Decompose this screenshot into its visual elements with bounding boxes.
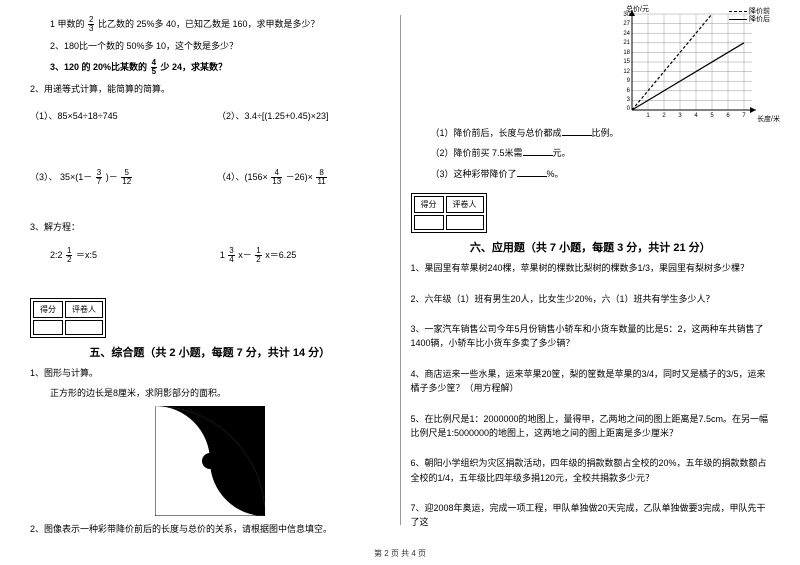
- fill-3: （3）这种彩带降价了%。: [431, 167, 771, 181]
- section-6-header: 得分 评卷人: [411, 193, 771, 233]
- shaded-figure: [155, 406, 265, 516]
- q3-fraction: 4 5: [151, 59, 157, 76]
- svg-text:1: 1: [646, 113, 650, 119]
- calc-row-1: （1）、85×54÷18÷745 （2）、3.4÷[(1.25+0.45)×23…: [30, 103, 390, 129]
- solid-line-icon: [729, 19, 747, 20]
- svg-text:24: 24: [623, 31, 630, 37]
- section-5-title: 五、综合题（共 2 小题，每题 7 分，共计 14 分）: [30, 344, 390, 360]
- q1-post: 比乙数的 25%多 40，已知乙数是 160，求甲数是多少？: [98, 19, 320, 29]
- app-q3: 3、一家汽车销售公司今年5月份销售小轿车和小货车数量的比是5：2，这两种车共销售…: [411, 322, 771, 351]
- calc-3: （3）、 35×(1－ 37 )－ 512: [30, 169, 203, 186]
- question-3: 3、120 的 20%比某数的 4 5 少 24，求某数？: [50, 59, 390, 76]
- svg-text:3: 3: [627, 97, 631, 103]
- svg-text:2: 2: [662, 113, 666, 119]
- problem-1-head: 1、图形与计算。: [30, 366, 390, 380]
- fill-1: （1）降价前后，长度与总价都成比例。: [431, 126, 771, 140]
- svg-text:12: 12: [623, 69, 630, 75]
- blank-input[interactable]: [517, 167, 547, 177]
- app-q2: 2、六年级（1）班有男生20人，比女生少20%，六（1）班共有学生多少人？: [411, 292, 771, 306]
- problem-1-body: 正方形的边长是8厘米，求阴影部分的面积。: [50, 386, 390, 400]
- solve-heading: 3、解方程：: [30, 220, 390, 234]
- y-axis-label: 总价/元: [626, 4, 649, 14]
- app-q4: 4、商店运来一些水果，运来苹果20筐，梨的筐数是苹果的3/4，同时又是橘子的3/…: [411, 367, 771, 396]
- svg-text:4: 4: [694, 113, 698, 119]
- grader-label: 评卷人: [446, 196, 484, 213]
- app-q1: 1、果园里有苹果树240棵，苹果树的棵数比梨树的棵数多1/3，果园里有梨树多少棵…: [411, 261, 771, 275]
- calc-heading: 2、用递等式计算，能简算的简算。: [30, 82, 390, 96]
- calc-2: （2）、3.4÷[(1.25+0.45)×23]: [217, 109, 390, 123]
- page-footer: 第 2 页 共 4 页: [0, 548, 800, 559]
- dashed-line-icon: [729, 11, 747, 12]
- svg-text:18: 18: [623, 50, 630, 56]
- svg-text:7: 7: [742, 113, 746, 119]
- problem-2: 2、图像表示一种彩带降价前后的长度与总价的关系，请根据图中信息填空。: [30, 522, 390, 536]
- section-6-title: 六、应用题（共 7 小题，每题 3 分，共计 21 分）: [411, 239, 771, 255]
- solve-2: 1 34 x－ 12 x＝6.25: [220, 247, 390, 264]
- svg-text:15: 15: [623, 59, 630, 65]
- svg-text:21: 21: [623, 40, 630, 46]
- svg-text:9: 9: [627, 78, 631, 84]
- solve-row: 2:2 12 ＝x:5 1 34 x－ 12 x＝6.25: [30, 241, 390, 270]
- question-2: 2、180比一个数的 50%多 10，这个数是多少？: [50, 39, 390, 53]
- svg-text:6: 6: [627, 88, 631, 94]
- score-label: 得分: [33, 301, 63, 318]
- svg-text:6: 6: [726, 113, 730, 119]
- section-5-header: 得分 评卷人: [30, 298, 390, 338]
- fill-2: （2）降价前买 7.5米需元。: [431, 146, 771, 160]
- svg-text:27: 27: [623, 21, 630, 27]
- app-q7: 7、迎2008年奥运，完成一项工程，甲队单独做20天完成，乙队单独做要3完成，甲…: [411, 501, 771, 530]
- calc-1: （1）、85×54÷18÷745: [30, 109, 203, 123]
- blank-input[interactable]: [562, 126, 592, 136]
- left-column: 1 甲数的 2 3 比乙数的 25%多 40，已知乙数是 160，求甲数是多少？…: [20, 10, 400, 540]
- price-chart: 降价前 降价后: [610, 10, 760, 120]
- svg-text:5: 5: [710, 113, 714, 119]
- question-1: 1 甲数的 2 3 比乙数的 25%多 40，已知乙数是 160，求甲数是多少？: [50, 16, 390, 33]
- svg-text:0: 0: [627, 106, 631, 112]
- app-q5: 5、在比例尺是1：2000000的地图上，量得甲，乙两地之间的图上距离是7.5c…: [411, 412, 771, 441]
- score-table-5: 得分 评卷人: [30, 298, 106, 338]
- x-axis-label: 长度/米: [757, 114, 780, 124]
- q1-pre: 1 甲数的: [50, 19, 85, 29]
- right-column: 降价前 降价后: [401, 10, 781, 540]
- calc-row-2: （3）、 35×(1－ 37 )－ 512 （4）、(156× 413 －26)…: [30, 163, 390, 192]
- chart-svg: 0 369 121518 212427 30 123 456 7: [610, 10, 760, 120]
- chart-legend: 降价前 降价后: [729, 8, 770, 25]
- score-table-6: 得分 评卷人: [411, 193, 487, 233]
- app-q6: 6、朝阳小学组织为灾区捐款活动，四年级的捐款数额占全校的20%，五年级的捐款数额…: [411, 456, 771, 485]
- q1-fraction: 2 3: [88, 16, 94, 33]
- figure-svg: [155, 406, 265, 516]
- blank-input[interactable]: [523, 146, 553, 156]
- solve-1: 2:2 12 ＝x:5: [50, 247, 220, 264]
- svg-text:3: 3: [678, 113, 682, 119]
- calc-4: （4）、(156× 413 －26)× 811: [217, 169, 390, 186]
- score-label: 得分: [414, 196, 444, 213]
- grader-label: 评卷人: [65, 301, 103, 318]
